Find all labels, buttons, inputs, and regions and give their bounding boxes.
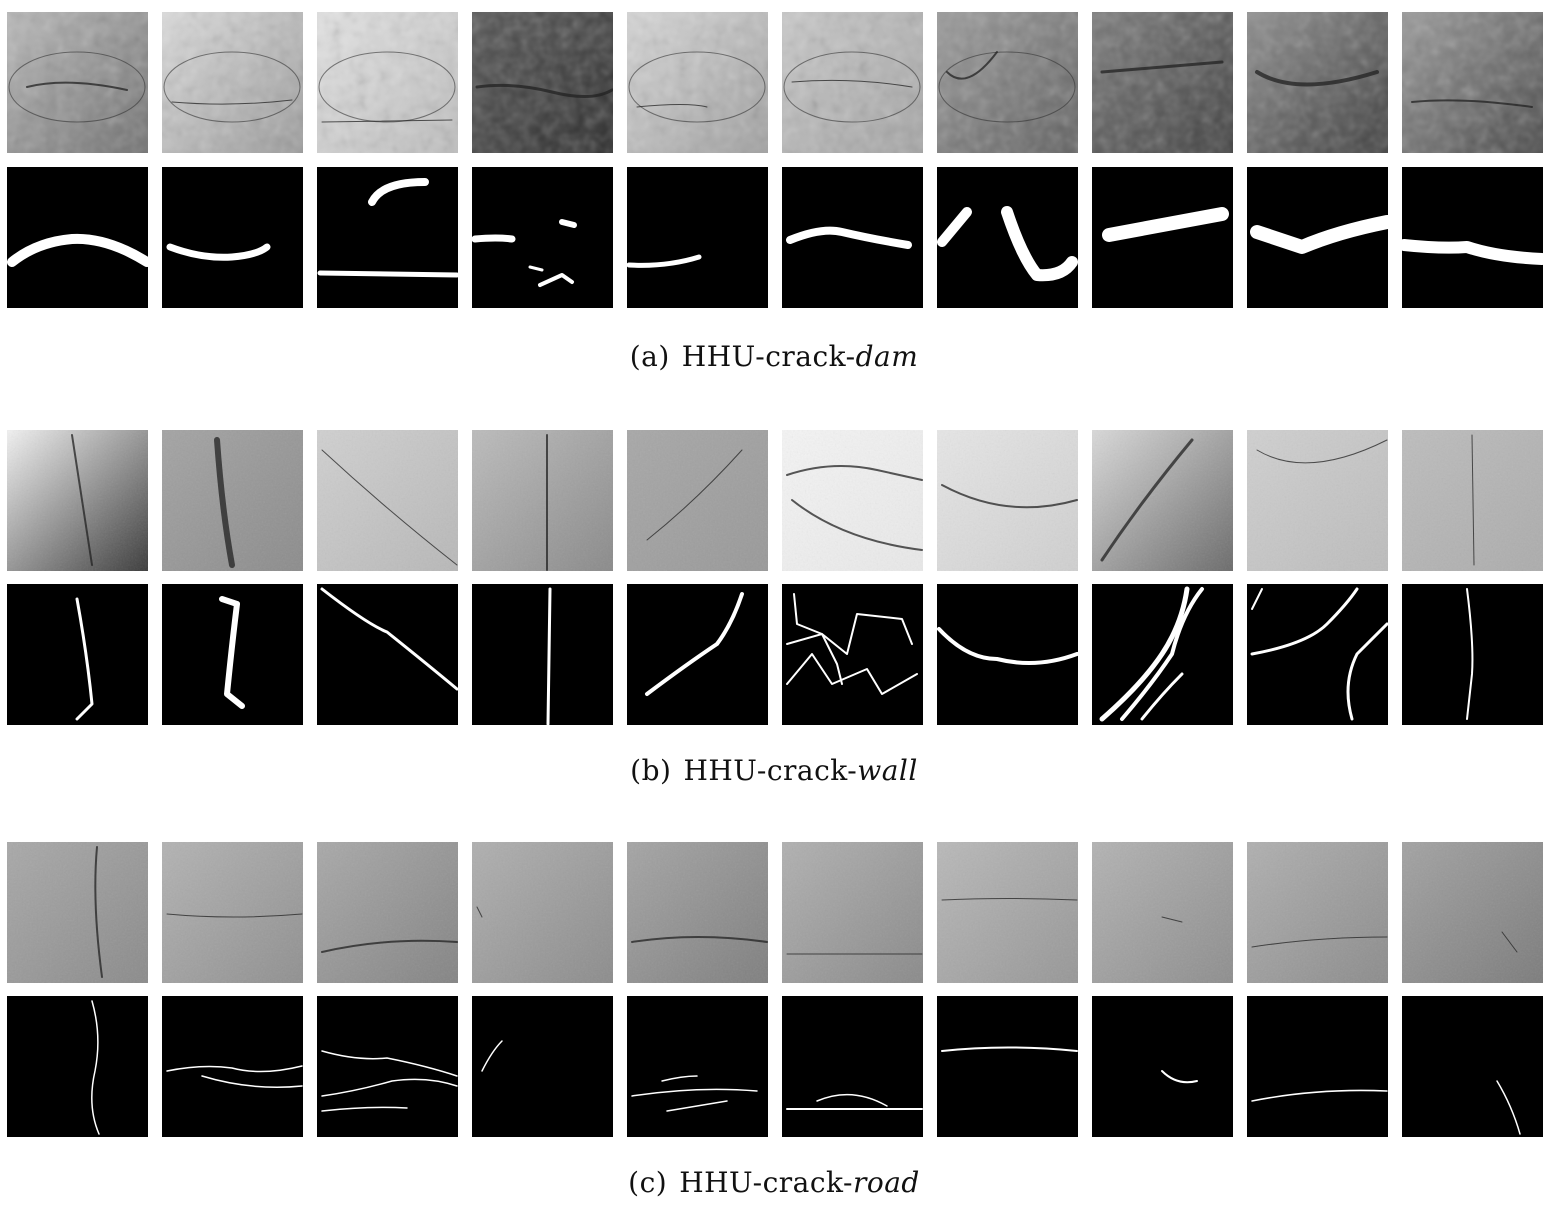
road-mask-5 (627, 996, 768, 1137)
wall-photo-10 (1402, 430, 1543, 571)
dam-photo-3 (317, 12, 458, 153)
road-photo-1 (7, 842, 148, 983)
wall-mask-row (0, 584, 1548, 726)
caption-dam-prefix: HHU-crack- (681, 340, 856, 373)
dam-photo-5 (627, 12, 768, 153)
caption-wall-suffix: wall (857, 754, 918, 787)
road-mask-6 (782, 996, 923, 1137)
wall-photo-2 (162, 430, 303, 571)
caption-dam: (a) HHU-crack-dam (0, 340, 1548, 373)
road-photo-6 (782, 842, 923, 983)
wall-image-row (0, 430, 1548, 572)
road-mask-2 (162, 996, 303, 1137)
dam-mask-5 (627, 167, 768, 308)
wall-photo-5 (627, 430, 768, 571)
wall-mask-7 (937, 584, 1078, 725)
dam-mask-8 (1092, 167, 1233, 308)
caption-road-label: (c) (628, 1166, 668, 1199)
wall-photo-3 (317, 430, 458, 571)
road-mask-1 (7, 996, 148, 1137)
dam-photo-7 (937, 12, 1078, 153)
wall-mask-9 (1247, 584, 1388, 725)
caption-road-prefix: HHU-crack- (679, 1166, 853, 1199)
wall-photo-9 (1247, 430, 1388, 571)
road-photo-4 (472, 842, 613, 983)
wall-mask-3 (317, 584, 458, 725)
caption-road-suffix: road (852, 1166, 920, 1199)
dam-photo-1 (7, 12, 148, 153)
road-mask-8 (1092, 996, 1233, 1137)
caption-dam-suffix: dam (855, 340, 919, 373)
road-mask-4 (472, 996, 613, 1137)
road-photo-9 (1247, 842, 1388, 983)
road-photo-7 (937, 842, 1078, 983)
dam-photo-4 (472, 12, 613, 153)
road-photo-8 (1092, 842, 1233, 983)
wall-mask-8 (1092, 584, 1233, 725)
wall-photo-4 (472, 430, 613, 571)
dam-mask-row (0, 167, 1548, 309)
caption-wall-label: (b) (630, 754, 672, 787)
road-mask-3 (317, 996, 458, 1137)
dam-mask-1 (7, 167, 148, 308)
road-mask-7 (937, 996, 1078, 1137)
road-mask-10 (1402, 996, 1543, 1137)
caption-dam-label: (a) (629, 340, 670, 373)
wall-mask-1 (7, 584, 148, 725)
dam-photo-9 (1247, 12, 1388, 153)
wall-photo-7 (937, 430, 1078, 571)
wall-mask-10 (1402, 584, 1543, 725)
dam-photo-2 (162, 12, 303, 153)
caption-wall: (b) HHU-crack-wall (0, 754, 1548, 787)
road-mask-row (0, 996, 1548, 1138)
road-photo-2 (162, 842, 303, 983)
road-photo-3 (317, 842, 458, 983)
dam-mask-4 (472, 167, 613, 308)
wall-photo-6 (782, 430, 923, 571)
dam-image-row (0, 12, 1548, 154)
dam-photo-8 (1092, 12, 1233, 153)
dam-mask-10 (1402, 167, 1543, 308)
wall-mask-2 (162, 584, 303, 725)
wall-mask-4 (472, 584, 613, 725)
wall-photo-1 (7, 430, 148, 571)
dam-mask-6 (782, 167, 923, 308)
wall-photo-8 (1092, 430, 1233, 571)
wall-mask-5 (627, 584, 768, 725)
dam-mask-3 (317, 167, 458, 308)
dam-photo-10 (1402, 12, 1543, 153)
dam-mask-2 (162, 167, 303, 308)
caption-road: (c) HHU-crack-road (0, 1166, 1548, 1199)
wall-mask-6 (782, 584, 923, 725)
dam-mask-7 (937, 167, 1078, 308)
caption-wall-prefix: HHU-crack- (683, 754, 858, 787)
road-image-row (0, 842, 1548, 984)
dam-mask-9 (1247, 167, 1388, 308)
dam-photo-6 (782, 12, 923, 153)
road-photo-5 (627, 842, 768, 983)
road-mask-9 (1247, 996, 1388, 1137)
road-photo-10 (1402, 842, 1543, 983)
